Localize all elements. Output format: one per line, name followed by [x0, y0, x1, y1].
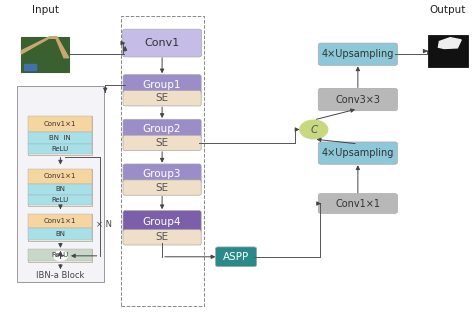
Circle shape [300, 120, 328, 139]
Text: Conv1: Conv1 [145, 38, 180, 48]
Text: IBN-a Block: IBN-a Block [36, 271, 85, 280]
Text: Group1: Group1 [143, 79, 182, 90]
Bar [28, 249, 92, 262]
Text: BN: BN [55, 187, 65, 192]
Bar [28, 169, 92, 206]
Bar [28, 195, 92, 205]
Text: +: + [56, 251, 65, 261]
FancyBboxPatch shape [319, 43, 397, 65]
Text: Conv1×1: Conv1×1 [44, 121, 76, 127]
Polygon shape [21, 37, 69, 58]
Bar [24, 64, 36, 70]
Text: × N: × N [96, 220, 112, 229]
Bar [28, 249, 92, 261]
Bar [121, 16, 204, 306]
Text: SE: SE [155, 232, 169, 242]
Text: Group3: Group3 [143, 169, 182, 179]
Bar [21, 37, 69, 72]
Text: ReLU: ReLU [52, 197, 69, 203]
Text: Group4: Group4 [143, 217, 182, 227]
FancyBboxPatch shape [215, 247, 257, 267]
Text: C: C [310, 124, 318, 135]
FancyBboxPatch shape [123, 211, 201, 233]
FancyBboxPatch shape [319, 142, 397, 164]
Text: Output: Output [430, 5, 466, 15]
Text: BN: BN [55, 231, 65, 237]
Bar [28, 228, 92, 240]
Text: ASPP: ASPP [223, 252, 249, 262]
FancyBboxPatch shape [123, 135, 201, 151]
Circle shape [54, 251, 68, 261]
Text: ReLU: ReLU [52, 146, 69, 152]
Bar [28, 144, 92, 154]
Text: Conv1×1: Conv1×1 [336, 198, 380, 209]
FancyBboxPatch shape [319, 88, 397, 111]
FancyBboxPatch shape [123, 91, 201, 106]
Text: SE: SE [155, 138, 169, 148]
Text: Group2: Group2 [143, 124, 182, 134]
Bar [28, 169, 92, 184]
Text: Input: Input [32, 5, 58, 15]
Bar [28, 132, 92, 144]
Bar [428, 35, 468, 67]
Text: ReLU: ReLU [52, 252, 69, 258]
FancyBboxPatch shape [123, 119, 201, 139]
Bar [28, 184, 92, 195]
FancyBboxPatch shape [123, 230, 201, 245]
Text: SE: SE [155, 182, 169, 193]
Text: 4×Upsampling: 4×Upsampling [322, 148, 394, 158]
FancyBboxPatch shape [123, 180, 201, 195]
FancyBboxPatch shape [123, 164, 201, 184]
Text: Conv1×1: Conv1×1 [44, 174, 76, 179]
Polygon shape [438, 38, 461, 48]
FancyBboxPatch shape [123, 75, 201, 94]
Bar [28, 214, 92, 228]
Text: BN  IN: BN IN [49, 135, 71, 141]
Text: Conv1×1: Conv1×1 [44, 218, 76, 224]
Bar [17, 86, 104, 282]
Text: SE: SE [155, 93, 169, 103]
Bar [28, 116, 92, 155]
Text: 4×Upsampling: 4×Upsampling [322, 49, 394, 59]
FancyBboxPatch shape [319, 194, 397, 213]
FancyBboxPatch shape [122, 29, 201, 57]
Bar [28, 214, 92, 241]
Bar [28, 116, 92, 132]
Text: Conv3×3: Conv3×3 [336, 94, 380, 105]
